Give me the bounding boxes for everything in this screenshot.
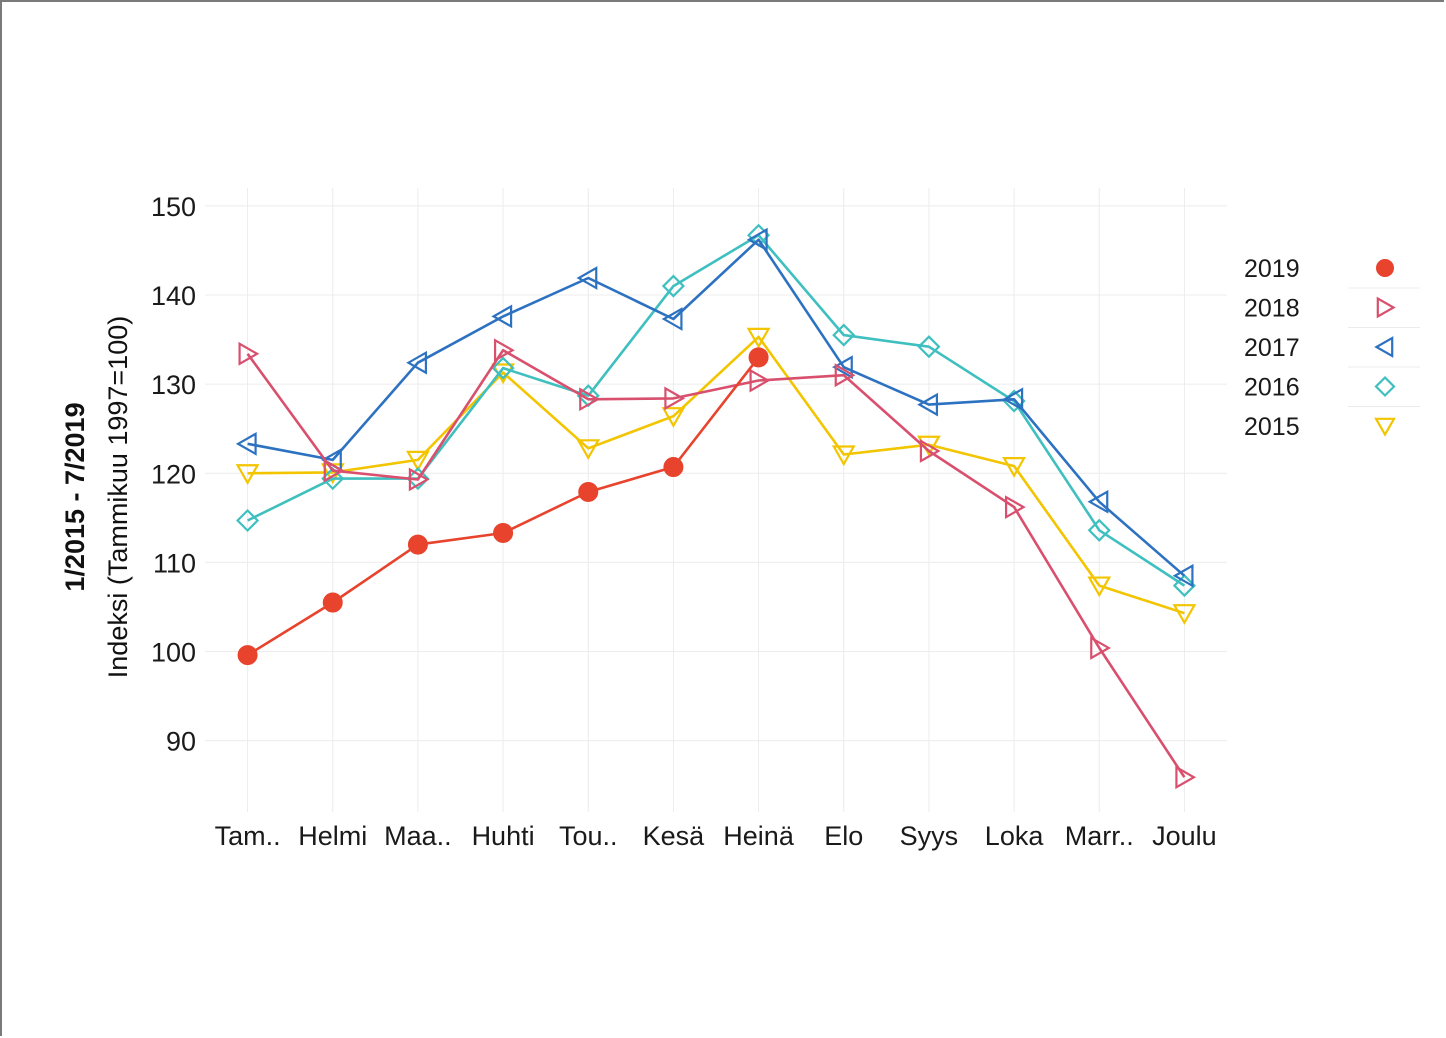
- data-point: [1002, 457, 1026, 478]
- legend-item-2016: 2016: [1244, 374, 1420, 407]
- series-group: [235, 223, 1197, 790]
- x-tick-label: Marr..: [1065, 821, 1134, 851]
- data-point: [237, 645, 258, 666]
- legend-item-2018: 2018: [1244, 295, 1420, 328]
- data-point: [321, 467, 345, 491]
- data-point: [406, 350, 428, 375]
- legend: 2019 2018 2017 2016 2015: [1244, 255, 1420, 441]
- y-tick-label: 130: [151, 370, 196, 400]
- data-point: [576, 266, 598, 290]
- legend-item-2015: 2015: [1244, 413, 1396, 441]
- data-point: [831, 445, 856, 467]
- data-point: [661, 274, 685, 298]
- y-axis-title-line1: 1/2015 - 7/2019: [60, 402, 90, 591]
- data-point: [407, 534, 428, 555]
- data-point: [1376, 296, 1396, 319]
- data-point: [1090, 636, 1111, 660]
- grid: [205, 188, 1227, 812]
- legend-item-2019: 2019: [1244, 255, 1420, 289]
- y-axis-title-line2: Indeksi (Tammikuu 1997=100): [103, 316, 133, 678]
- y-tick-label: 90: [166, 727, 196, 757]
- data-point: [1087, 489, 1109, 514]
- data-point: [919, 439, 941, 463]
- data-point: [917, 335, 941, 359]
- data-point: [322, 592, 343, 613]
- x-tick-label: Maa..: [384, 821, 452, 851]
- series-2019: [237, 347, 769, 666]
- y-tick-label: 150: [151, 192, 196, 222]
- y-tick-label: 140: [151, 281, 196, 311]
- data-point: [491, 356, 515, 380]
- legend-item-2017: 2017: [1244, 334, 1420, 368]
- data-point: [1374, 336, 1394, 358]
- data-point: [663, 457, 684, 478]
- x-tick-label: Joulu: [1152, 821, 1217, 851]
- data-point: [1087, 518, 1111, 542]
- data-point: [746, 227, 768, 252]
- y-tick-label: 100: [151, 638, 196, 668]
- data-point: [1087, 576, 1112, 598]
- data-point: [491, 304, 513, 329]
- data-point: [323, 458, 345, 483]
- x-tick-label: Heinä: [723, 821, 795, 851]
- legend-label: 2017: [1244, 334, 1300, 362]
- data-point: [579, 387, 600, 412]
- series-line-2015: [247, 335, 1185, 615]
- data-point: [236, 508, 260, 533]
- data-point: [235, 464, 260, 485]
- data-point: [746, 327, 771, 349]
- data-point: [235, 431, 257, 456]
- legend-label: 2018: [1244, 295, 1300, 323]
- series-2017: [235, 227, 1194, 588]
- series-line-2018: [246, 348, 1186, 778]
- data-point: [408, 467, 430, 492]
- data-point: [493, 522, 514, 543]
- data-point: [749, 368, 771, 393]
- x-tick-label: Helmi: [298, 821, 367, 851]
- x-tick-label: Syys: [900, 821, 959, 851]
- data-point: [1374, 375, 1396, 398]
- data-point: [834, 363, 856, 388]
- data-point: [1004, 495, 1026, 520]
- y-axis-title: 1/2015 - 7/2019 Indeksi (Tammikuu 1997=1…: [60, 316, 133, 678]
- x-axis-ticks: Tam.. Helmi Maa.. Huhti Tou.. Kesä Heinä Elo Syy…: [215, 821, 1217, 851]
- legend-label: 2019: [1244, 255, 1300, 283]
- data-point: [748, 347, 769, 368]
- data-point: [576, 439, 601, 461]
- y-tick-label: 110: [153, 548, 196, 578]
- series-2018: [238, 338, 1197, 790]
- y-axis-ticks: 90 100 110 120 130 140 150: [151, 192, 196, 757]
- x-tick-label: Elo: [824, 821, 863, 851]
- x-tick-label: Kesä: [643, 821, 706, 851]
- data-point: [832, 323, 856, 347]
- series-line-2017: [247, 238, 1186, 577]
- data-point: [1172, 574, 1196, 598]
- data-point: [1175, 765, 1197, 790]
- data-point: [238, 341, 260, 366]
- data-point: [1376, 259, 1394, 277]
- x-tick-label: Tam..: [215, 821, 281, 851]
- data-point: [661, 307, 683, 331]
- legend-label: 2015: [1244, 413, 1300, 441]
- x-tick-label: Tou..: [559, 821, 618, 851]
- y-tick-label: 120: [151, 459, 196, 489]
- data-point: [493, 338, 515, 363]
- data-point: [664, 386, 686, 411]
- x-tick-label: Loka: [985, 821, 1045, 851]
- data-point: [917, 392, 939, 417]
- data-point: [1374, 417, 1396, 437]
- x-tick-label: Huhti: [472, 821, 535, 851]
- data-point: [406, 450, 430, 472]
- data-point: [406, 467, 430, 491]
- data-point: [832, 355, 853, 380]
- data-point: [1002, 387, 1024, 412]
- data-point: [1172, 563, 1194, 588]
- data-point: [1172, 604, 1197, 625]
- legend-label: 2016: [1244, 374, 1300, 402]
- data-point: [578, 481, 599, 502]
- data-point: [661, 407, 686, 428]
